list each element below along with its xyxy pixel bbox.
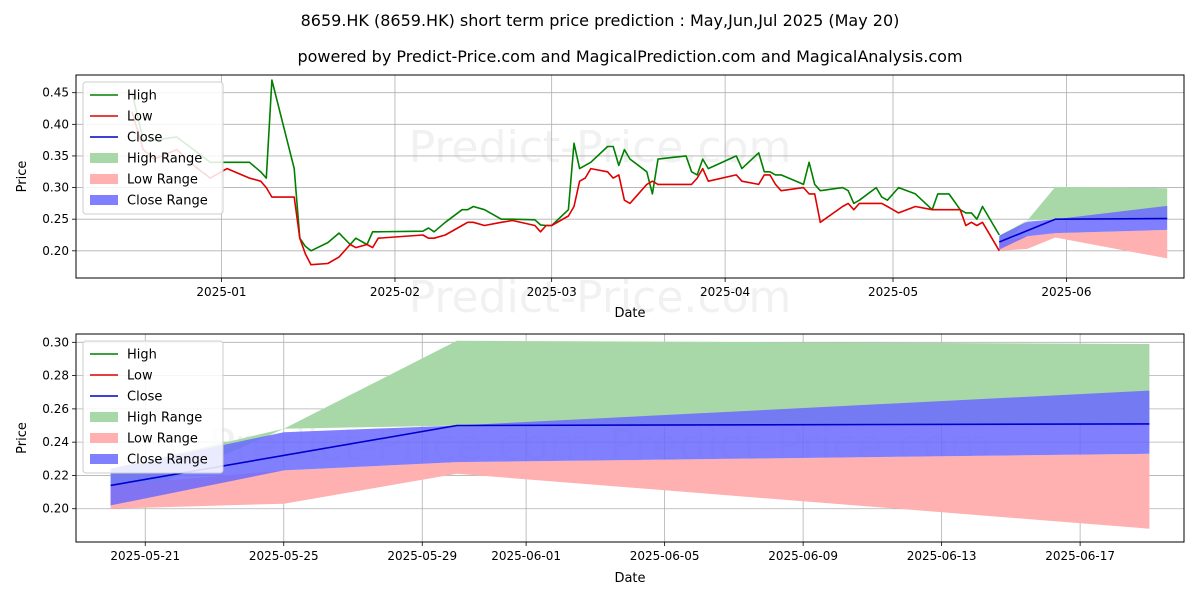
x-tick-label: 2025-05-25 xyxy=(249,549,319,563)
legend-swatch-close-range xyxy=(90,454,118,464)
legend-swatch-high-range xyxy=(90,153,118,163)
forecast-panel: Predict-Price.comPredict-Price.com2025-0… xyxy=(15,333,1185,586)
legend: High Low Close High Range Low Range Close Ran… xyxy=(82,340,224,474)
plot-area xyxy=(110,340,1150,529)
legend-label-low: Low xyxy=(127,369,153,384)
x-axis-label: Date xyxy=(614,571,645,586)
close-line xyxy=(998,217,1168,243)
close-range-band xyxy=(110,390,1150,506)
legend-label-high-range: High Range xyxy=(127,411,202,426)
x-tick-label: 2025-05 xyxy=(868,285,918,299)
y-tick-label: 0.22 xyxy=(42,468,69,482)
x-tick-label: 2025-03 xyxy=(527,285,577,299)
x-tick-label: 2025-05-21 xyxy=(110,549,180,563)
y-tick-label: 0.25 xyxy=(42,212,69,226)
x-tick-label: 2025-06-13 xyxy=(907,549,977,563)
legend-swatch-low-range xyxy=(90,174,118,184)
legend-label-low-range: Low Range xyxy=(127,173,198,188)
y-tick-label: 0.40 xyxy=(42,117,69,131)
x-tick-label: 2025-06-05 xyxy=(630,549,700,563)
low-line xyxy=(131,111,1000,266)
x-axis-label: Date xyxy=(614,306,645,321)
y-tick-label: 0.30 xyxy=(42,181,69,195)
y-tick-label: 0.24 xyxy=(42,435,69,449)
legend-label-high: High xyxy=(127,348,157,363)
legend-label-close-range: Close Range xyxy=(127,194,208,209)
legend-swatch-high-range xyxy=(90,412,118,422)
x-tick-label: 2025-06 xyxy=(1041,285,1091,299)
y-tick-label: 0.28 xyxy=(42,369,69,383)
x-tick-label: 2025-06-09 xyxy=(768,549,838,563)
y-axis-label: Price xyxy=(15,161,30,193)
y-tick-label: 0.45 xyxy=(42,86,69,100)
low-range-band xyxy=(110,453,1150,529)
legend-swatch-low-range xyxy=(90,433,118,443)
legend-label-high-range: High Range xyxy=(127,152,202,167)
close-line xyxy=(110,423,1150,487)
y-tick-label: 0.20 xyxy=(42,244,69,258)
chart-title: 8659.HK (8659.HK) short term price predi… xyxy=(301,11,900,30)
legend-label-close: Close xyxy=(127,390,162,405)
axes-frame xyxy=(75,74,1185,279)
y-tick-label: 0.30 xyxy=(42,335,69,349)
y-axis-label: Price xyxy=(15,422,30,454)
history-panel: Predict-Price.comPredict-Price.com2025-0… xyxy=(15,74,1185,323)
plot-area xyxy=(131,79,1168,266)
x-tick-label: 2025-05-29 xyxy=(387,549,457,563)
x-tick-label: 2025-04 xyxy=(700,285,750,299)
x-tick-label: 2025-01 xyxy=(196,285,246,299)
y-tick-label: 0.35 xyxy=(42,149,69,163)
y-tick-label: 0.20 xyxy=(42,502,69,516)
y-tick-label: 0.26 xyxy=(42,402,69,416)
legend-label-close-range: Close Range xyxy=(127,453,208,468)
legend-label-close: Close xyxy=(127,131,162,146)
watermark-text: Predict-Price.com xyxy=(409,122,792,173)
axes-frame xyxy=(75,333,1185,543)
x-tick-label: 2025-06-01 xyxy=(491,549,561,563)
chart-subtitle: powered by Predict-Price.com and Magical… xyxy=(297,47,962,66)
legend-label-low-range: Low Range xyxy=(127,432,198,447)
legend: High Low Close High Range Low Range Close Ran… xyxy=(82,81,224,215)
watermark-text: Predict-Price.com xyxy=(409,272,792,323)
low-range-band xyxy=(999,229,1168,259)
legend-label-high: High xyxy=(127,89,157,104)
close-range-band xyxy=(999,205,1168,250)
legend-swatch-close-range xyxy=(90,195,118,205)
x-tick-label: 2025-06-17 xyxy=(1045,549,1115,563)
x-tick-label: 2025-02 xyxy=(370,285,420,299)
legend-label-low: Low xyxy=(127,110,153,125)
high-line xyxy=(131,79,1000,252)
